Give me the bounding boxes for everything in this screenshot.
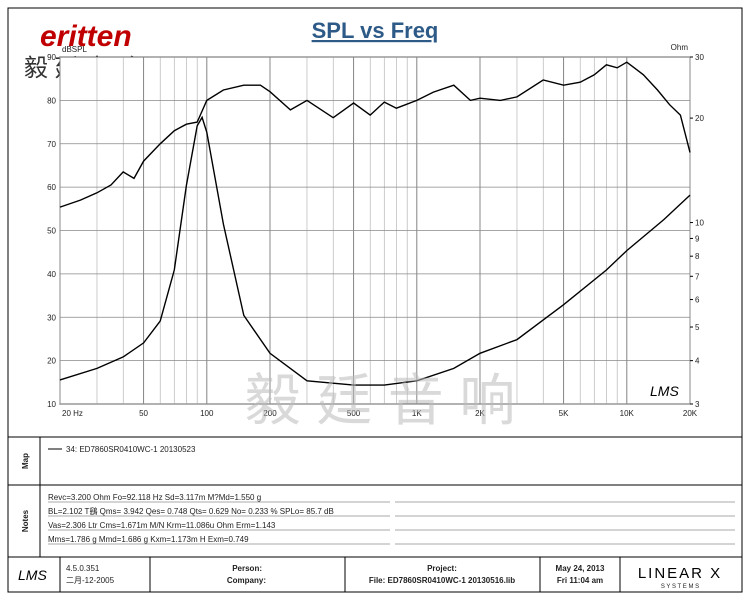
- x-tick-label: 200: [263, 409, 277, 418]
- y2-tick-label: 3: [695, 400, 700, 409]
- y-tick-label: 30: [47, 313, 56, 322]
- watermark: 毅 廷 音 响: [245, 369, 516, 432]
- y2-tick-label: 9: [695, 234, 700, 243]
- y-tick-label: 50: [47, 227, 56, 236]
- chart-title: SPL vs Freq: [312, 18, 439, 43]
- x-tick-label: 1K: [412, 409, 422, 418]
- y2-tick-label: 7: [695, 272, 700, 281]
- map-label: Map: [21, 453, 30, 469]
- note-line: Revc=3.200 Ohm Fo=92.118 Hz Sd=3.117m M?…: [48, 493, 261, 502]
- footer-vendor: LINEAR X: [638, 565, 722, 582]
- y-tick-label: 20: [47, 357, 56, 366]
- note-line: BL=2.102 T鷂 Qms= 3.942 Qes= 0.748 Qts= 0…: [48, 506, 334, 516]
- series-line: [59, 115, 691, 386]
- y-tick-label: 40: [47, 270, 56, 279]
- footer-build: 二月-12-2005: [66, 576, 115, 585]
- legend-entry: 34: ED7860SR0410WC-1 20130523: [66, 445, 196, 454]
- x-tick-label: 10K: [620, 409, 635, 418]
- x-tick-label: 500: [347, 409, 361, 418]
- logo-brand: eritten: [40, 20, 132, 53]
- y-tick-label: 70: [47, 140, 56, 149]
- note-line: Mms=1.786 g Mmd=1.686 g Kxm=1.173m H Exm…: [48, 535, 249, 544]
- footer-version: 4.5.0.351: [66, 564, 100, 573]
- y2-tick-label: 6: [695, 296, 700, 305]
- y-tick-label: 60: [47, 183, 56, 192]
- x-tick-label: 20 Hz: [62, 409, 83, 418]
- footer-company: Company:: [227, 576, 266, 585]
- y2-tick-label: 4: [695, 357, 700, 366]
- footer-file: File: ED7860SR0410WC-1 20130516.lib: [369, 576, 515, 585]
- footer-date: May 24, 2013: [556, 564, 605, 573]
- notes-label: Notes: [21, 509, 30, 532]
- note-line: Vas=2.306 Ltr Cms=1.671m M/N Krm=11.086u…: [48, 521, 276, 530]
- y2-tick-label: 8: [695, 252, 700, 261]
- footer-vendor-sub: S Y S T E M S: [661, 584, 699, 590]
- x-tick-label: 5K: [559, 409, 569, 418]
- x-tick-label: 20K: [683, 409, 698, 418]
- y-tick-label: 10: [47, 400, 56, 409]
- y-tick-label: 80: [47, 96, 56, 105]
- plot-mark: LMS: [650, 383, 679, 399]
- y2-axis-label: Ohm: [671, 43, 689, 52]
- footer-project: Project:: [427, 564, 457, 573]
- footer-time: Fri 11:04 am: [557, 576, 603, 585]
- y-tick-label: 90: [47, 53, 56, 62]
- series-line: [59, 61, 691, 208]
- x-tick-label: 2K: [475, 409, 485, 418]
- y2-tick-label: 10: [695, 219, 704, 228]
- x-tick-label: 100: [200, 409, 214, 418]
- y-axis-label: dBSPL: [62, 45, 87, 54]
- y2-tick-label: 20: [695, 114, 704, 123]
- y2-tick-label: 30: [695, 53, 704, 62]
- footer-app: LMS: [18, 567, 47, 583]
- footer-person: Person:: [232, 564, 262, 573]
- x-tick-label: 50: [139, 409, 148, 418]
- y2-tick-label: 5: [695, 323, 700, 332]
